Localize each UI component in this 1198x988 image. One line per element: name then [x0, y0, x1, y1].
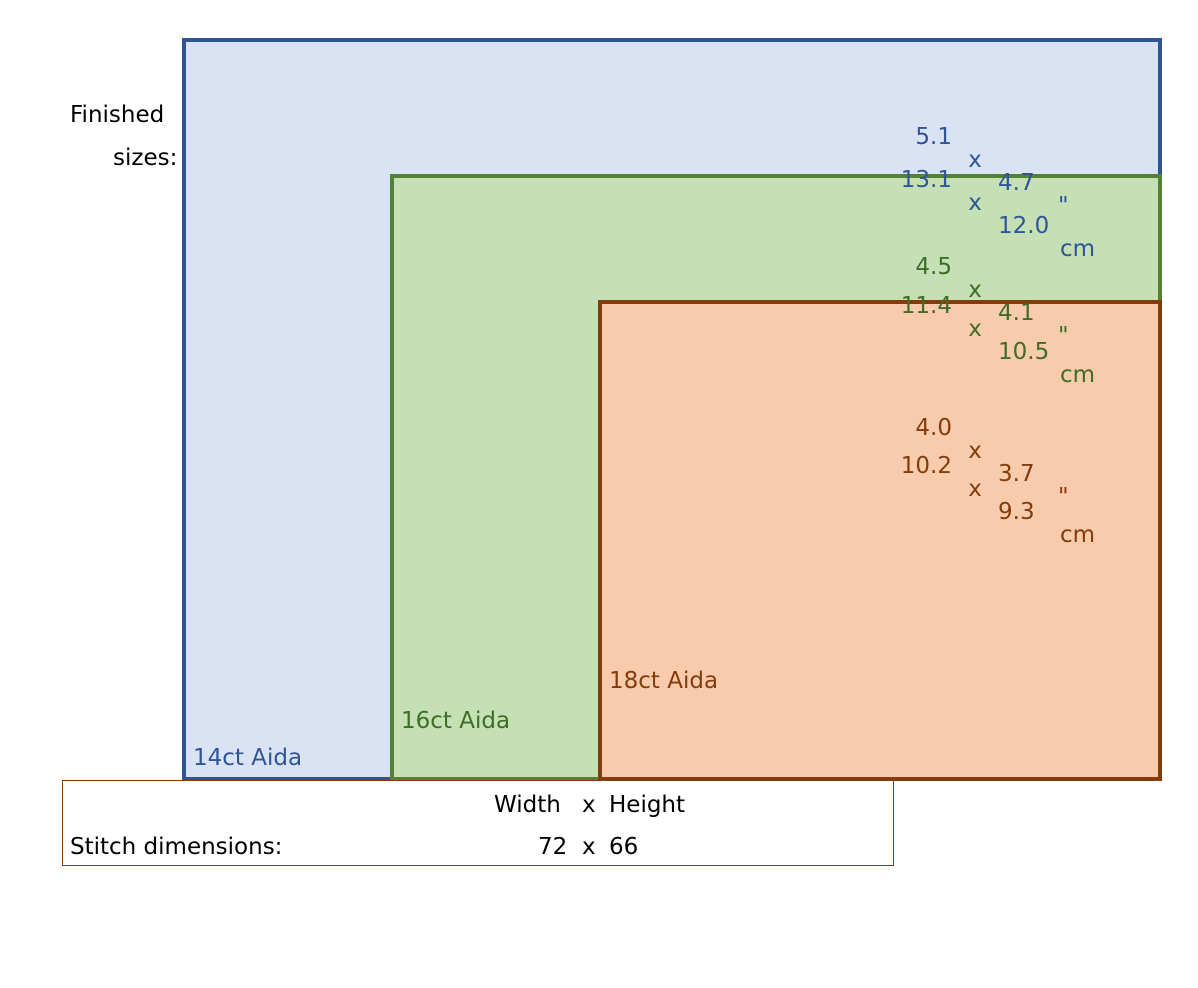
stitch-dimensions-panel	[62, 780, 894, 866]
inches-unit: "	[1058, 484, 1069, 510]
cm-height: 10.5	[998, 339, 1050, 365]
finished-sizes-label-line1: Finished	[70, 102, 165, 128]
fabric-16ct-label: 16ct Aida	[401, 708, 511, 734]
cm-width: 11.4	[900, 293, 952, 319]
inches-width: 5.1	[915, 124, 952, 150]
inches-width: 4.0	[915, 415, 952, 441]
times-symbol: x	[968, 190, 982, 216]
fabric-18ct-inches-row: 4.0 x 3.7 "	[892, 394, 1068, 509]
cm-width: 13.1	[900, 167, 952, 193]
cm-unit: cm	[1060, 522, 1096, 548]
cm-unit: cm	[1060, 236, 1096, 262]
stitch-width-value: 72	[538, 834, 568, 860]
fabric-14ct-inches-row: 5.1 x 4.7 "	[892, 103, 1068, 218]
fabric-18ct-area	[598, 300, 1162, 781]
fabric-18ct-cm-row: 10.2 x 9.3 cm	[892, 432, 1095, 547]
times-symbol: x	[968, 438, 982, 464]
stitch-header-height: Height	[609, 792, 686, 818]
stitch-dimensions-label: Stitch dimensions:	[70, 834, 283, 860]
finished-sizes-label-line2: sizes:	[113, 145, 178, 171]
times-symbol: x	[582, 792, 596, 818]
inches-height: 3.7	[998, 461, 1035, 487]
cm-width: 10.2	[900, 453, 952, 479]
stitch-height-value: 66	[609, 834, 639, 860]
cm-unit: cm	[1060, 362, 1096, 388]
times-symbol: x	[582, 834, 596, 860]
times-symbol: x	[968, 316, 982, 342]
inches-width: 4.5	[915, 254, 952, 280]
inches-unit: "	[1058, 323, 1069, 349]
inches-height: 4.7	[998, 170, 1035, 196]
fabric-16ct-cm-row: 11.4 x 10.5 cm	[892, 272, 1095, 387]
stitch-header-width: Width	[494, 792, 561, 818]
fabric-18ct-label: 18ct Aida	[609, 668, 719, 694]
fabric-14ct-label: 14ct Aida	[193, 745, 303, 771]
times-symbol: x	[968, 147, 982, 173]
cm-height: 9.3	[998, 499, 1035, 525]
cm-height: 12.0	[998, 213, 1050, 239]
times-symbol: x	[968, 476, 982, 502]
fabric-14ct-cm-row: 13.1 x 12.0 cm	[892, 146, 1095, 261]
inches-unit: "	[1058, 193, 1069, 219]
times-symbol: x	[968, 277, 982, 303]
fabric-16ct-inches-row: 4.5 x 4.1 "	[892, 233, 1068, 348]
inches-height: 4.1	[998, 300, 1035, 326]
